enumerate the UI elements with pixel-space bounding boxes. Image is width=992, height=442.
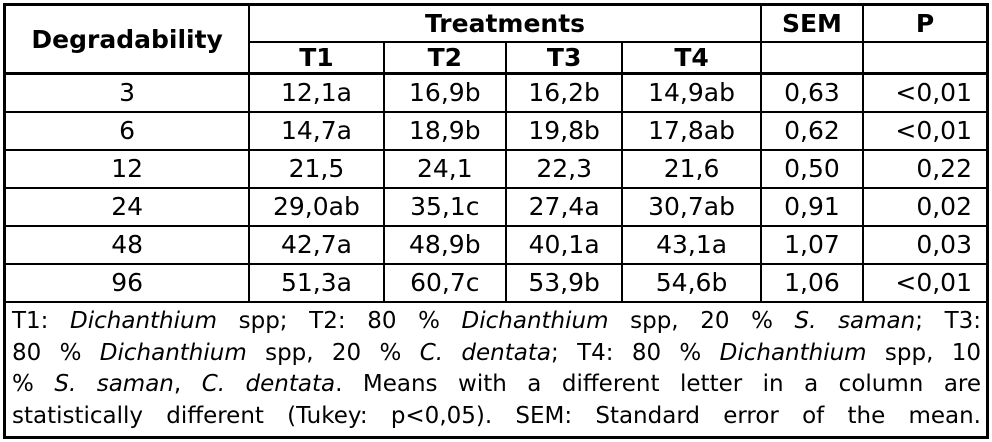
t1-value-cell: 29,0ab bbox=[248, 187, 385, 227]
footnote-segment: 80 % bbox=[12, 339, 100, 366]
footnote-segment: , bbox=[173, 371, 202, 397]
degradability-time-cell: 96 bbox=[3, 263, 251, 303]
t2-value-cell: 16,9b bbox=[382, 72, 507, 113]
t2-value-cell: 48,9b bbox=[382, 225, 507, 265]
table-row: 24 29,0ab 35,1c 27,4a 30,7ab 0,91 0,02 bbox=[3, 187, 989, 227]
t2-value-cell: 35,1c bbox=[382, 187, 507, 227]
p-empty-cell bbox=[862, 40, 989, 75]
footnote-segment: spp; T2: 80 % bbox=[217, 308, 462, 334]
degradability-time-cell: 12 bbox=[3, 149, 251, 189]
p-value-cell: <0,01 bbox=[862, 111, 989, 151]
t1-value-cell: 12,1a bbox=[248, 72, 385, 113]
header-t3: T3 bbox=[504, 40, 624, 75]
footnote-segment-italic: Dichanthium bbox=[719, 339, 867, 366]
t3-value-cell: 19,8b bbox=[504, 111, 624, 151]
t4-value-cell: 54,6b bbox=[621, 263, 762, 303]
sem-value-cell: 0,63 bbox=[759, 72, 865, 113]
t1-value-cell: 21,5 bbox=[248, 149, 385, 189]
footnote-segment: spp, 20 % bbox=[608, 308, 795, 334]
t1-value-cell: 42,7a bbox=[248, 225, 385, 265]
t1-value-cell: 14,7a bbox=[248, 111, 385, 151]
t4-value-cell: 17,8ab bbox=[621, 111, 762, 151]
table-row: 12 21,5 24,1 22,3 21,6 0,50 0,22 bbox=[3, 149, 989, 189]
t4-value-cell: 21,6 bbox=[621, 149, 762, 189]
header-row-2: T1 T2 T3 T4 bbox=[5, 40, 989, 75]
header-treatments: Treatments bbox=[248, 3, 762, 43]
footnote-segment: ; T3: bbox=[915, 308, 982, 334]
header-sem: SEM bbox=[759, 3, 865, 43]
footnote-segment: T1: bbox=[12, 308, 71, 334]
p-value-cell: 0,02 bbox=[862, 187, 989, 227]
sem-empty-cell bbox=[759, 40, 865, 75]
t1-value-cell: 51,3a bbox=[248, 263, 385, 303]
footnote-line-1: T1: Dichanthium spp; T2: 80 % Dichanthiu… bbox=[12, 306, 981, 338]
footnote-line-3: % S. saman, C. dentata. Means with a dif… bbox=[12, 369, 981, 401]
footnote-segment: statistically different (Tukey: p<0,05).… bbox=[12, 402, 981, 429]
footnote-segment: spp, 20 % bbox=[246, 339, 420, 366]
footnote-segment-italic: C. dentata bbox=[419, 339, 551, 366]
t3-value-cell: 16,2b bbox=[504, 72, 624, 113]
p-value-cell: 0,03 bbox=[862, 225, 989, 265]
t2-value-cell: 18,9b bbox=[382, 111, 507, 151]
footnote-segment-italic: Dichanthium bbox=[461, 308, 609, 334]
footnote-line-4: statistically different (Tukey: p<0,05).… bbox=[12, 401, 981, 433]
sem-value-cell: 1,06 bbox=[759, 263, 865, 303]
p-value-cell: <0,01 bbox=[862, 263, 989, 303]
header-row-1: Degradability Treatments SEM P bbox=[3, 3, 989, 75]
footnote-segment-italic: S. saman bbox=[794, 308, 916, 334]
footnote-segment: % bbox=[12, 371, 55, 397]
sem-value-cell: 0,91 bbox=[759, 187, 865, 227]
footnote-segment: ; T4: 80 % bbox=[550, 339, 720, 366]
t4-value-cell: 43,1a bbox=[621, 225, 762, 265]
t2-value-cell: 24,1 bbox=[382, 149, 507, 189]
footnote-segment-italic: Dichanthium bbox=[70, 308, 218, 334]
footnote: T1: Dichanthium spp; T2: 80 % Dichanthiu… bbox=[3, 301, 989, 439]
table-row: 48 42,7a 48,9b 40,1a 43,1a 1,07 0,03 bbox=[3, 225, 989, 265]
degradability-time-cell: 6 bbox=[3, 111, 251, 151]
footnote-segment-italic: Dichanthium bbox=[99, 339, 247, 366]
p-value-cell: <0,01 bbox=[862, 72, 989, 113]
footnote-segment-italic: C. dentata bbox=[201, 371, 336, 397]
sem-value-cell: 0,50 bbox=[759, 149, 865, 189]
p-value-cell: 0,22 bbox=[862, 149, 989, 189]
degradability-time-cell: 48 bbox=[3, 225, 251, 265]
t2-value-cell: 60,7c bbox=[382, 263, 507, 303]
degradability-time-cell: 24 bbox=[3, 187, 251, 227]
sem-value-cell: 0,62 bbox=[759, 111, 865, 151]
t4-value-cell: 30,7ab bbox=[621, 187, 762, 227]
t3-value-cell: 53,9b bbox=[504, 263, 624, 303]
degradability-table: Degradability Treatments SEM P T1 T2 T3 … bbox=[3, 3, 989, 439]
header-p: P bbox=[862, 3, 989, 43]
t4-value-cell: 14,9ab bbox=[621, 72, 762, 113]
header-t4: T4 bbox=[621, 40, 762, 75]
t3-value-cell: 27,4a bbox=[504, 187, 624, 227]
table-row: 3 12,1a 16,9b 16,2b 14,9ab 0,63 <0,01 bbox=[3, 72, 989, 113]
t3-value-cell: 40,1a bbox=[504, 225, 624, 265]
footnote-line-2: 80 % Dichanthium spp, 20 % C. dentata; T… bbox=[12, 338, 981, 370]
header-degradability: Degradability bbox=[3, 3, 251, 75]
t3-value-cell: 22,3 bbox=[504, 149, 624, 189]
sem-value-cell: 1,07 bbox=[759, 225, 865, 265]
footnote-row: T1: Dichanthium spp; T2: 80 % Dichanthiu… bbox=[3, 301, 989, 439]
footnote-segment: spp, 10 bbox=[866, 339, 982, 366]
table-row: 6 14,7a 18,9b 19,8b 17,8ab 0,62 <0,01 bbox=[3, 111, 989, 151]
footnote-segment-italic: S. saman bbox=[54, 371, 174, 397]
header-t1: T1 bbox=[248, 40, 385, 75]
table-row: 96 51,3a 60,7c 53,9b 54,6b 1,06 <0,01 bbox=[3, 263, 989, 303]
footnote-segment: . Means with a different letter in a col… bbox=[335, 371, 982, 397]
degradability-time-cell: 3 bbox=[3, 72, 251, 113]
header-t2: T2 bbox=[382, 40, 507, 75]
